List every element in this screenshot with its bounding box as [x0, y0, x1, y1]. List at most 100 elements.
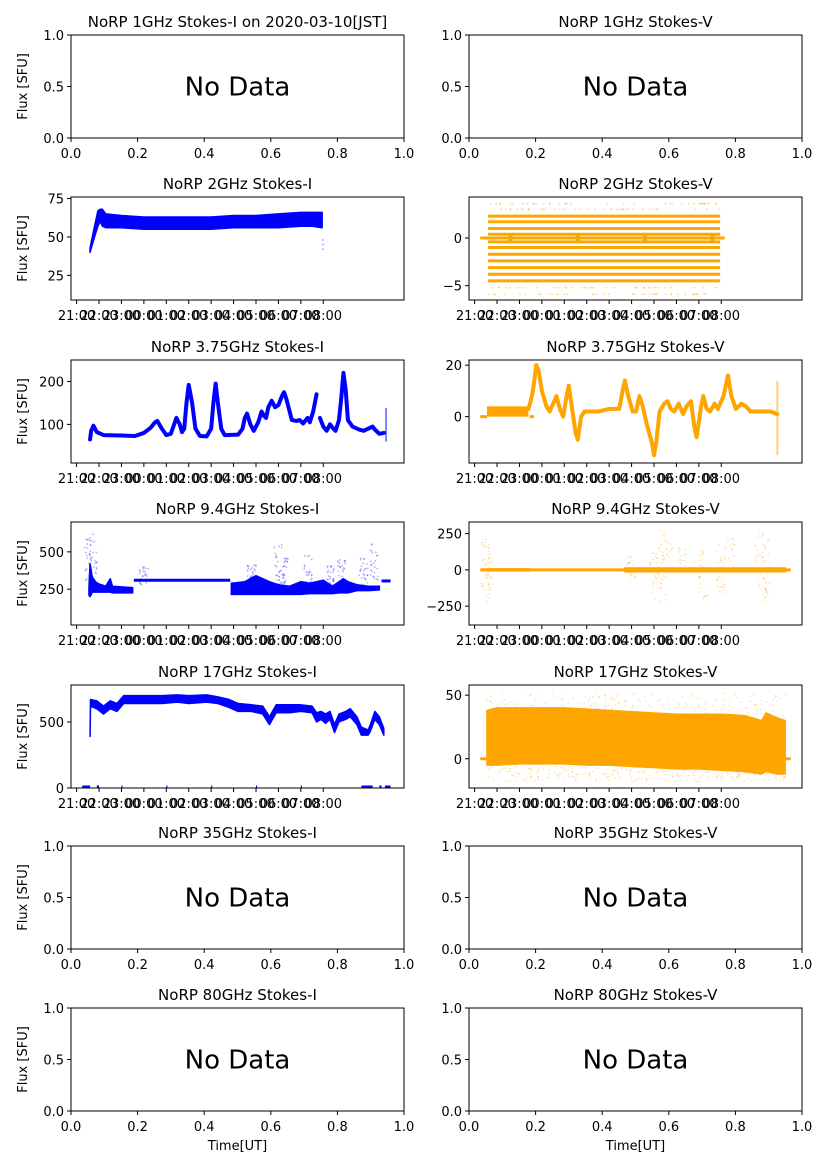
data-point [282, 581, 284, 584]
x-tick-label: 22:00 [478, 634, 515, 649]
data-point [94, 571, 97, 574]
data-point [664, 286, 667, 289]
data-point [251, 567, 253, 569]
data-point [707, 202, 710, 205]
data-point [702, 568, 704, 571]
data-point [362, 562, 365, 565]
x-tick-label: 0.8 [725, 147, 746, 162]
data-point [661, 533, 664, 536]
data-point [489, 576, 492, 579]
data-point [88, 553, 91, 556]
data-point [668, 202, 671, 205]
data-point [678, 706, 681, 708]
y-tick-label: 0.0 [43, 1105, 64, 1120]
data-point [275, 565, 278, 568]
data-point [723, 545, 726, 548]
x-tick-label: 1.0 [394, 958, 415, 973]
data-point [286, 560, 289, 563]
x-tick-label: 01:00 [546, 797, 583, 812]
data-point [729, 537, 732, 540]
data-point [491, 766, 494, 769]
data-point [747, 712, 749, 714]
x-tick-label: 0.2 [525, 958, 546, 973]
data-point [518, 293, 521, 296]
data-point [622, 208, 625, 211]
data-point [695, 293, 698, 296]
data-point [630, 573, 633, 576]
data-point [339, 566, 342, 569]
data-point [342, 581, 345, 584]
data-point [628, 773, 631, 776]
data-point [250, 580, 252, 583]
data-point [745, 706, 747, 709]
data-point [758, 585, 760, 588]
x-tick-label: 02:00 [568, 797, 605, 812]
data-point [571, 286, 574, 289]
data-point [88, 574, 90, 577]
x-tick-label: 00:00 [125, 472, 162, 487]
data-point [659, 550, 662, 552]
data-point [633, 569, 636, 571]
data-point [281, 574, 284, 577]
data-point [708, 778, 711, 781]
data-point [514, 771, 517, 774]
x-tick-label: 21:00 [456, 634, 493, 649]
axes-frame [70, 196, 405, 301]
data-point [145, 582, 147, 584]
data-point [776, 700, 778, 703]
x-tick-label: 23:00 [103, 797, 140, 812]
data-point [666, 553, 669, 556]
data-point [564, 770, 566, 773]
data-point [556, 697, 559, 699]
x-axis-label: Time[UT] [207, 1139, 267, 1154]
x-tick-label: 0.6 [260, 147, 281, 162]
data-point [723, 568, 726, 571]
x-tick-label: 23:00 [501, 472, 538, 487]
data-point [683, 559, 686, 562]
data-point [651, 208, 654, 211]
data-point [370, 543, 373, 546]
x-tick-label: 06:00 [260, 309, 297, 324]
data-point [590, 704, 592, 707]
x-tick-label: 22:00 [478, 309, 515, 324]
data-point [604, 695, 607, 697]
data-point [373, 566, 376, 568]
data-point [703, 595, 706, 597]
data-point [715, 202, 718, 205]
data-point [359, 558, 362, 561]
data-point [485, 596, 488, 598]
data-point [321, 239, 324, 241]
data-point [566, 293, 569, 296]
data-point [656, 557, 658, 559]
data-point [94, 559, 96, 562]
data-point [304, 554, 306, 557]
data-point [682, 771, 685, 774]
data-point [714, 286, 717, 289]
data-point [250, 576, 253, 579]
data-point [762, 577, 765, 580]
data-point [563, 293, 566, 296]
y-axis-label: Flux [SFU] [16, 864, 31, 931]
data-point [487, 571, 490, 574]
data-point [699, 569, 702, 572]
x-tick-label: 01:00 [148, 634, 185, 649]
data-point [781, 714, 784, 716]
y-tick-label: 250 [437, 528, 462, 543]
data-point [337, 560, 340, 563]
data-point [527, 208, 530, 211]
data-point [562, 208, 565, 211]
data-point [501, 701, 503, 703]
data-point [343, 559, 346, 562]
x-tick-label: 08:00 [305, 472, 342, 487]
data-point [305, 582, 308, 585]
data-point [332, 580, 335, 583]
data-point [624, 700, 627, 702]
data-point [551, 692, 554, 694]
data-point [772, 709, 775, 712]
data-point [667, 779, 670, 782]
data-point [629, 561, 632, 564]
data-point [723, 700, 726, 702]
data-point [485, 574, 487, 577]
x-tick-label: 0.2 [525, 1120, 546, 1135]
data-layer: No Data [185, 1046, 291, 1076]
